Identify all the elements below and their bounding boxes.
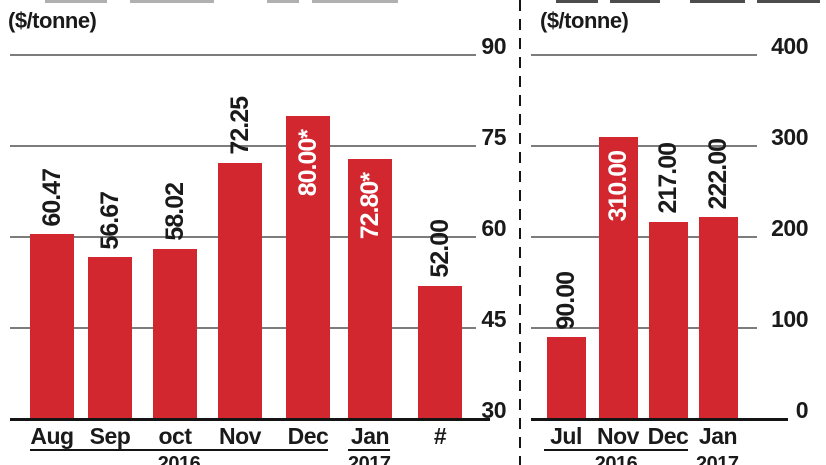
cropped-title-remnant	[267, 0, 299, 3]
cropped-title-remnant	[757, 0, 820, 3]
x-axis-label-oct: oct	[158, 423, 193, 449]
x-axis-label-Jan: Jan	[698, 423, 738, 449]
y-gridline	[531, 54, 757, 56]
cropped-title-remnant	[690, 0, 745, 3]
y-gridline	[531, 145, 757, 147]
x-axis-label-Sep: Sep	[89, 423, 131, 449]
cropped-title-remnant	[556, 0, 598, 3]
bar-Aug	[30, 234, 74, 419]
x-axis-label-Dec: Dec	[647, 423, 689, 449]
x-axis-label-#: #	[433, 423, 447, 449]
x-axis-label-Jan: Jan	[350, 423, 390, 449]
bar-value-label: 217.00	[654, 143, 682, 214]
x-axis-label-Jul: Jul	[550, 423, 582, 449]
x-axis-label-Aug: Aug	[30, 423, 74, 449]
bar-Nov	[598, 136, 638, 419]
bar-value-label: 72.80*	[356, 173, 384, 240]
y-gridline	[10, 145, 476, 147]
bar-value-label: 90.00	[552, 271, 580, 330]
cropped-title-remnant	[610, 0, 660, 3]
bar-value-label: 80.00*	[294, 129, 322, 196]
y-axis-tick-label: 60	[481, 215, 506, 241]
y-axis-tick-label: 75	[481, 124, 506, 150]
bar-#	[418, 285, 462, 419]
cropped-title-remnant	[312, 0, 398, 3]
bar-Nov	[218, 162, 262, 419]
x-axis-label-Dec: Dec	[287, 423, 329, 449]
y-axis-tick-label: 200	[771, 215, 808, 241]
bar-value-label: 58.02	[161, 183, 189, 242]
bar-value-label: 310.00	[604, 150, 632, 222]
y-axis-tick-label: 45	[481, 306, 506, 332]
cropped-title-remnant	[45, 0, 107, 3]
bar-value-label: 222.00	[704, 138, 732, 209]
cropped-title-remnant	[130, 0, 214, 3]
panel-divider-dashed-line	[519, 0, 521, 465]
bar-Jan	[698, 216, 738, 419]
y-axis-tick-label: 90	[481, 33, 506, 59]
year-label-2016: 2016	[594, 453, 638, 465]
right-axis-unit-label: ($/tonne)	[540, 8, 629, 33]
bar-Dec	[286, 115, 330, 419]
year-label-2016: 2016	[157, 453, 201, 465]
y-gridline	[10, 54, 476, 56]
y-axis-tick-label: 0	[795, 397, 809, 423]
bar-value-label: 52.00	[426, 219, 454, 278]
bar-Dec	[648, 221, 688, 419]
bar-Sep	[88, 257, 132, 419]
year-label-2017: 2017	[696, 453, 739, 465]
year-group-underline	[30, 449, 328, 451]
bar-value-label: 72.25	[226, 97, 254, 155]
year-group-underline	[544, 449, 688, 451]
y-axis-tick-label: 100	[771, 306, 808, 332]
bar-Jul	[546, 337, 586, 419]
bar-value-label: 60.47	[38, 168, 66, 227]
year-label-2017: 2017	[348, 453, 391, 465]
x-axis-label-Nov: Nov	[219, 423, 261, 449]
y-gridline	[531, 236, 757, 238]
bar-Jan	[348, 159, 392, 419]
x-axis-baseline	[10, 418, 490, 421]
y-axis-tick-label: 300	[771, 124, 808, 150]
left-axis-unit-label: ($/tonne)	[8, 8, 97, 33]
x-axis-baseline	[531, 418, 788, 421]
y-axis-tick-label: 400	[771, 33, 808, 59]
x-axis-label-Nov: Nov	[597, 423, 639, 449]
bar-oct	[153, 249, 197, 419]
year-group-underline	[348, 449, 390, 451]
y-gridline	[531, 327, 757, 329]
bar-value-label: 56.67	[96, 191, 124, 250]
